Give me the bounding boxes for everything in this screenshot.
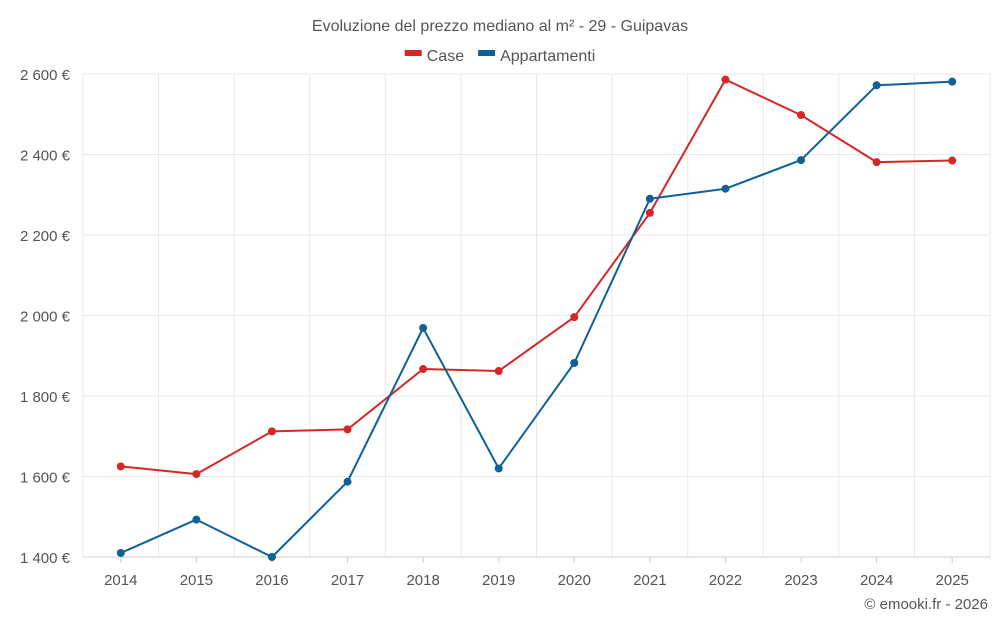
x-tick-label: 2021 [633,572,666,589]
data-point-appartamenti [116,548,125,557]
x-tick-label: 2018 [406,572,439,589]
data-point-case [192,470,201,479]
data-point-appartamenti [948,77,957,86]
credit-text: © emooki.fr - 2026 [864,596,988,613]
y-axis: 1 400 € 1 600 € 1 800 € 2 000 € 2 200 € 2 400… [20,67,71,567]
data-point-appartamenti [192,515,201,524]
data-point-case [267,427,276,436]
data-point-appartamenti [494,464,503,473]
x-tick-label: 2020 [558,572,591,589]
y-tick-label: 2 600 € [20,67,71,84]
data-point-appartamenti [267,553,276,561]
legend-swatch-case [404,50,422,56]
data-point-case [570,313,579,322]
legend-label-appartamenti: Appartamenti [500,48,595,65]
x-tick-label: 2014 [104,572,137,589]
x-tick-label: 2025 [936,572,969,589]
legend-swatch-appartamenti [478,50,496,56]
data-point-case [494,367,503,376]
y-tick-label: 2 200 € [20,228,71,245]
data-point-appartamenti [645,194,654,203]
data-point-case [116,462,125,471]
x-tick-label: 2023 [784,572,817,589]
data-point-case [872,158,881,167]
x-tick-label: 2017 [331,572,364,589]
legend: Case Appartamenti [404,48,595,65]
data-point-case [948,156,957,165]
grid [82,73,991,557]
y-tick-label: 2 400 € [20,148,71,165]
data-point-case [721,75,730,84]
series-line-appartamenti [119,80,954,558]
y-tick-label: 1 600 € [20,470,71,487]
data-point-appartamenti [343,477,352,486]
data-point-case [645,208,654,217]
y-tick-label: 2 000 € [20,309,71,326]
chart-title: Evoluzione del prezzo mediano al m² - 29… [312,18,688,35]
data-point-appartamenti [419,323,428,332]
x-tick-label: 2015 [180,572,213,589]
data-point-case [419,365,428,374]
data-point-appartamenti [872,81,881,90]
series-line-case [119,78,954,476]
x-tick-label: 2019 [482,572,515,589]
data-point-appartamenti [570,358,579,367]
data-point-appartamenti [721,184,730,193]
y-tick-label: 1 800 € [20,389,71,406]
data-point-case [343,425,352,434]
data-point-appartamenti [797,156,806,165]
x-tick-label: 2024 [860,572,893,589]
legend-label-case: Case [427,48,464,65]
x-tick-label: 2016 [255,572,288,589]
plot-area [116,75,957,561]
x-tick-label: 2022 [709,572,742,589]
data-point-case [797,111,806,120]
x-axis: 2014 2015 2016 2017 2018 2019 2020 2021 2022 2023… [83,556,990,589]
y-tick-label: 1 400 € [20,550,71,567]
